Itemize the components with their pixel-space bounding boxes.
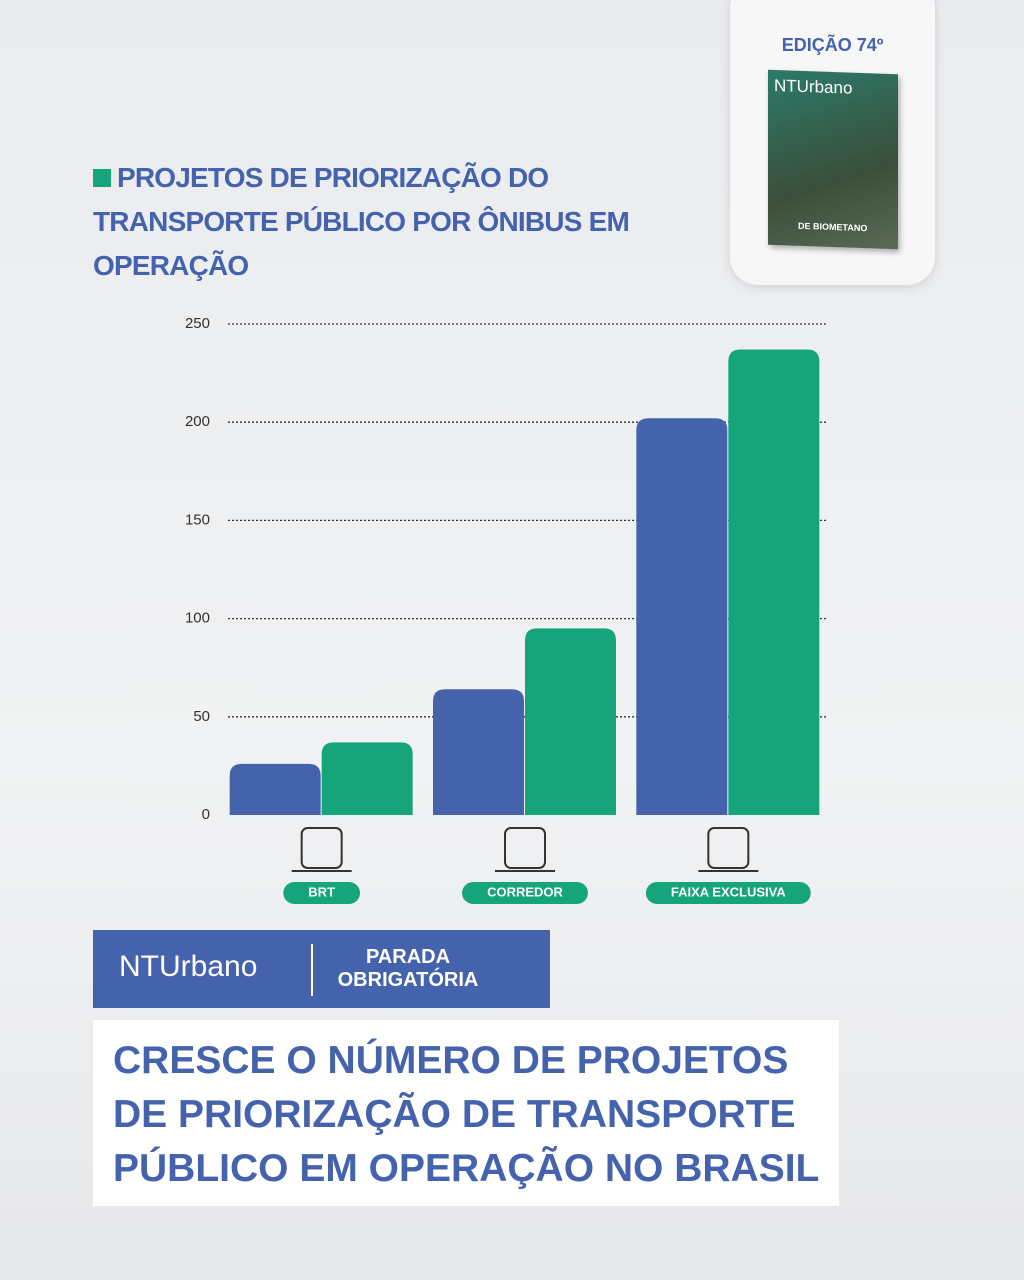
- y-tick-label: 100: [185, 610, 210, 627]
- bus-icon: [707, 827, 750, 869]
- bar: [229, 763, 321, 815]
- y-tick-label: 150: [185, 511, 210, 528]
- headline-line: CRESCE O NÚMERO DE PROJETOS: [113, 1039, 789, 1082]
- headline-line: DE PRIORIZAÇÃO DE TRANSPORTE: [113, 1093, 796, 1136]
- headline-box: CRESCE O NÚMERO DE PROJETOS DE PRIORIZAÇ…: [93, 1020, 840, 1206]
- banner-section: PARADA OBRIGATÓRIA: [337, 946, 479, 991]
- category-pill: [645, 882, 811, 904]
- category-label: BRT: [308, 884, 335, 899]
- bar: [728, 349, 820, 815]
- y-tick-label: 200: [185, 413, 210, 430]
- y-tick-label: 0: [202, 806, 210, 823]
- category-pill: [283, 882, 361, 904]
- cover-brand: NTUrbano: [774, 75, 853, 98]
- y-tick-label: 50: [193, 708, 210, 725]
- chart-title: PROJETOS DE PRIORIZAÇÃO DO TRANSPORTE PÚ…: [93, 156, 693, 288]
- bus-icon: [504, 827, 546, 869]
- bar: [525, 628, 616, 815]
- bus-icon: [300, 827, 343, 869]
- y-tick-label: 250: [185, 315, 210, 332]
- edition-card: EDIÇÃO 74º NTUrbano DE BIOMETANO: [730, 0, 935, 285]
- bar: [433, 689, 524, 815]
- category-label: CORREDOR: [487, 884, 563, 899]
- banner-brand: NTUrbano: [119, 950, 258, 983]
- edition-label: EDIÇÃO 74º: [781, 35, 884, 55]
- cover-headline: DE BIOMETANO: [798, 220, 868, 234]
- chart-title-text: PROJETOS DE PRIORIZAÇÃO DO TRANSPORTE PÚ…: [93, 162, 630, 281]
- category-pill: [462, 882, 588, 904]
- cover: NTUrbano DE BIOMETANO: [768, 69, 898, 250]
- headline-line: PÚBLICO EM OPERAÇÃO NO BRASIL: [113, 1147, 820, 1190]
- legend-swatch: [93, 169, 111, 187]
- banner: NTUrbano PARADA OBRIGATÓRIA: [93, 930, 550, 1008]
- divider: [311, 944, 313, 996]
- category-label: FAIXA EXCLUSIVA: [671, 884, 786, 899]
- bar: [321, 742, 413, 815]
- bar: [636, 418, 728, 815]
